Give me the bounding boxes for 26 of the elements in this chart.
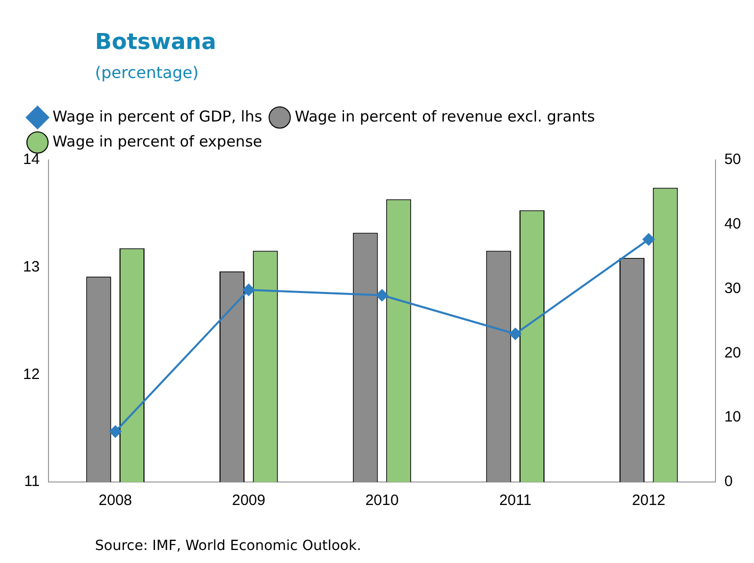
- legend-label: Wage in percent of GDP, lhs: [52, 107, 262, 126]
- y-tick-label: 13: [22, 258, 40, 276]
- legend-label: Wage in percent of revenue excl. grants: [294, 107, 596, 126]
- x-tick-label: 2008: [98, 492, 132, 510]
- y-tick-label: 14: [22, 151, 40, 168]
- y2-tick-label: 50: [724, 151, 742, 168]
- y-tick-label: 11: [24, 473, 40, 490]
- y2-tick-label: 40: [724, 216, 742, 233]
- chart-title: Botswana: [95, 30, 216, 55]
- y-tick-label: 12: [22, 366, 40, 383]
- point: [242, 284, 255, 296]
- y2-tick-label: 0: [724, 473, 733, 490]
- legend-label: Wage in percent of expense: [52, 132, 262, 150]
- y2-tick-label: 20: [724, 344, 742, 362]
- x-tick-label: 2011: [499, 492, 532, 510]
- point: [509, 328, 522, 340]
- x-tick-label: 2010: [365, 492, 399, 510]
- source-note: Source: IMF, World Economic Outlook.: [95, 538, 362, 554]
- chart-subtitle: (percentage): [95, 63, 199, 82]
- point: [376, 289, 388, 302]
- y2-tick-label: 10: [724, 408, 742, 426]
- y2-tick-label: 30: [724, 280, 742, 297]
- x-tick-label: 2009: [232, 492, 266, 510]
- x-tick-label: 2012: [632, 492, 666, 510]
- point: [642, 233, 655, 246]
- point: [109, 426, 122, 438]
